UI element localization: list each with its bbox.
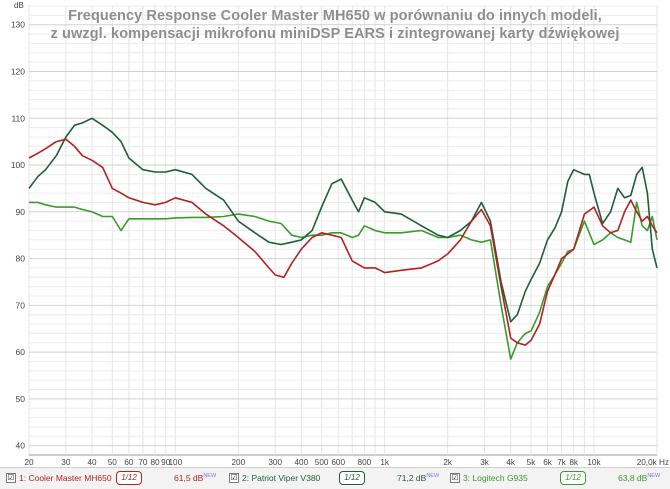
x-tick-label: 500 <box>315 458 329 467</box>
x-tick-label: 5k <box>527 458 537 467</box>
x-tick-label: 4k <box>506 458 516 467</box>
legend-entry-2[interactable]: ☑ 2: Patriot Viper V380 1/12 71,2 dBNEW <box>229 471 444 486</box>
x-tick-label: 8k <box>569 458 579 467</box>
x-tick-label: 7k <box>557 458 567 467</box>
x-tick-label: 800 <box>358 458 372 467</box>
x-tick-label: 200 <box>231 458 245 467</box>
x-tick-label: 90 <box>161 458 171 467</box>
y-tick-label: 60 <box>16 347 26 357</box>
legend-checkbox-2[interactable]: ☑ <box>229 473 239 483</box>
smoothing-button-2[interactable]: 1/12 <box>339 471 365 485</box>
y-tick-label: 120 <box>11 66 25 76</box>
x-tick-label: 400 <box>295 458 309 467</box>
x-tick-label: 60 <box>124 458 134 467</box>
y-tick-label: 80 <box>16 254 26 264</box>
legend-level-value-3: 63,8 dB <box>618 473 648 483</box>
y-tick-label: 50 <box>16 394 26 404</box>
legend-series-name-1: 1: Cooler Master MH650 <box>19 473 112 483</box>
legend-level-1: 61,5 dBNEW <box>174 473 216 483</box>
legend-checkbox-3[interactable]: ☑ <box>450 473 460 483</box>
smoothing-button-1[interactable]: 1/12 <box>116 471 142 485</box>
chart-title-line-2: z uwzgl. kompensacji mikrofonu miniDSP E… <box>50 26 620 42</box>
legend-new-badge-2: NEW <box>426 473 440 480</box>
legend-entry-1[interactable]: ☑ 1: Cooler Master MH650 1/12 61,5 dBNEW <box>6 471 221 486</box>
y-axis-label: dB <box>14 1 24 10</box>
x-tick-label: 3k <box>480 458 490 467</box>
x-tick-label: 70 <box>138 458 148 467</box>
x-tick-label: 40 <box>87 458 97 467</box>
x-tick-label: 10k <box>587 458 601 467</box>
x-tick-label: 1k <box>380 458 390 467</box>
x-tick-label: 30 <box>61 458 71 467</box>
x-tick-label: 20,0k Hz <box>637 458 669 467</box>
x-tick-label: 300 <box>268 458 282 467</box>
y-tick-label: 130 <box>11 20 25 30</box>
x-tick-label: 2k <box>443 458 453 467</box>
legend-level-2: 71,2 dBNEW <box>397 473 439 483</box>
legend-new-badge-1: NEW <box>203 473 217 480</box>
y-tick-label: 100 <box>11 160 25 170</box>
smoothing-button-3[interactable]: 1/12 <box>560 471 586 485</box>
x-tick-label: 80 <box>150 458 160 467</box>
series-line-1 <box>28 138 658 346</box>
y-tick-label: 110 <box>11 113 25 123</box>
y-tick-label: 90 <box>16 207 26 217</box>
legend-bar: ☑ 1: Cooler Master MH650 1/12 61,5 dBNEW… <box>0 467 670 489</box>
legend-level-3: 63,8 dBNEW <box>618 473 660 483</box>
legend-level-value-2: 71,2 dB <box>397 473 427 483</box>
legend-new-badge-3: NEW <box>647 473 661 480</box>
legend-level-value-1: 61,5 dB <box>174 473 204 483</box>
legend-checkbox-1[interactable]: ☑ <box>6 473 16 483</box>
series-line-3 <box>29 201 658 360</box>
x-tick-label: 20 <box>24 458 34 467</box>
legend-entry-3[interactable]: ☑ 3: Logitech G935 1/12 63,8 dBNEW <box>450 471 665 486</box>
legend-series-name-3: 3: Logitech G935 <box>463 473 528 483</box>
chart-title-line-1: Frequency Response Cooler Master MH650 w… <box>68 8 602 24</box>
x-tick-label: 6k <box>543 458 553 467</box>
x-tick-label: 50 <box>108 458 118 467</box>
y-tick-label: 70 <box>16 300 26 310</box>
x-tick-label: 100 <box>168 458 182 467</box>
x-tick-label: 600 <box>331 458 345 467</box>
y-tick-label: 40 <box>16 441 26 451</box>
series-line-2 <box>28 117 658 323</box>
legend-series-name-2: 2: Patriot Viper V380 <box>242 473 321 483</box>
